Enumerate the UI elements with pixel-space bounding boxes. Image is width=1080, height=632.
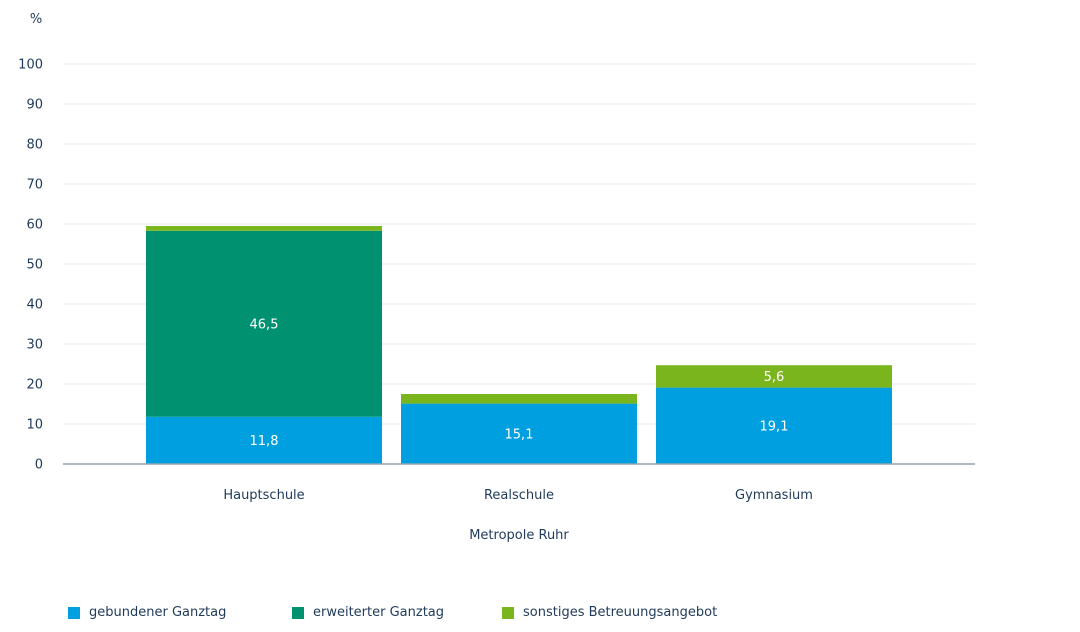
y-tick-label-10: 10: [26, 418, 43, 433]
y-tick-label-20: 20: [26, 378, 43, 393]
y-tick-label-100: 100: [18, 58, 43, 73]
data-label-gymnasium-gebunden: 19,1: [760, 419, 789, 434]
y-tick-label-30: 30: [26, 338, 43, 353]
x-tick-label-hauptschule: Hauptschule: [223, 488, 304, 503]
x-tick-label-realschule: Realschule: [484, 488, 554, 503]
y-tick-label-60: 60: [26, 218, 43, 233]
legend-item-gebundener-ganztag: gebundener Ganztag: [68, 605, 226, 620]
bar-realschule-gebunden: [401, 403, 637, 464]
legend-item-erweiterter-ganztag: erweiterter Ganztag: [292, 605, 444, 620]
bar-realschule-sonstiges: [401, 394, 637, 404]
x-tick-label-gymnasium: Gymnasium: [735, 488, 813, 503]
y-tick-label-90: 90: [26, 98, 43, 113]
legend-swatch-sonstiges-betreuungsangebot: [502, 606, 514, 619]
data-label-realschule-gebunden: 15,1: [505, 427, 534, 442]
y-axis-unit-label: %: [30, 12, 42, 27]
legend-swatch-erweiterter-ganztag: [292, 606, 304, 619]
bar-hauptschule-gebunden: [146, 416, 382, 464]
bar-gymnasium-gebunden: [656, 387, 892, 464]
y-tick-label-70: 70: [26, 178, 43, 193]
data-label-gymnasium-sonstiges: 5,6: [764, 370, 785, 385]
data-label-hauptschule-erweitert: 46,5: [250, 317, 279, 332]
bar-hauptschule-sonstiges: [146, 226, 382, 231]
legend-swatch-gebundener-ganztag: [68, 606, 80, 619]
bars: [146, 226, 892, 464]
stacked-bar-chart: % 0 10 20 30 40 50 60 70 80 90 100 11,8 46,5 15,1 19,…: [18, 12, 975, 543]
data-labels: 11,8 46,5 15,1 19,1 5,6: [250, 317, 789, 449]
y-tick-label-0: 0: [35, 458, 43, 473]
bar-hauptschule-erweitert: [146, 230, 382, 417]
y-tick-labels: 0 10 20 30 40 50 60 70 80 90 100: [18, 58, 43, 473]
y-tick-label-40: 40: [26, 298, 43, 313]
legend-label-erweiterter-ganztag: erweiterter Ganztag: [313, 605, 445, 620]
x-axis-title: Metropole Ruhr: [469, 528, 569, 543]
legend-label-sonstiges-betreuungsangebot: sonstiges Betreuungsangebot: [523, 605, 718, 620]
y-tick-label-50: 50: [26, 258, 43, 273]
data-label-hauptschule-gebunden: 11,8: [250, 434, 279, 449]
bar-gymnasium-sonstiges: [656, 365, 892, 388]
y-tick-label-80: 80: [26, 138, 43, 153]
legend-item-sonstiges-betreuungsangebot: sonstiges Betreuungsangebot: [502, 605, 717, 620]
legend-label-gebundener-ganztag: gebundener Ganztag: [89, 605, 227, 620]
x-tick-labels: Hauptschule Realschule Gymnasium: [223, 488, 813, 503]
